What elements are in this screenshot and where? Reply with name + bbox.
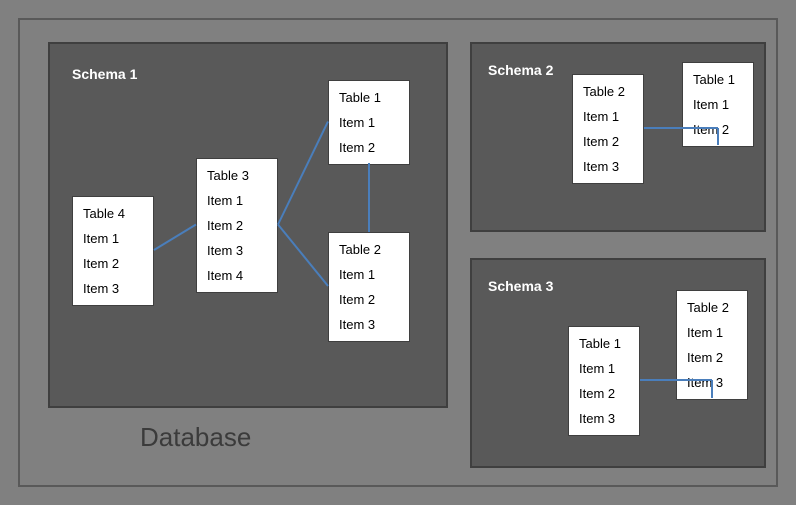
table-title: Table 1 [693,73,743,86]
table-item: Item 3 [583,160,633,173]
table-item: Item 1 [579,362,629,375]
table-item: Item 1 [693,98,743,111]
table-box: Table 2 Item 1 Item 2 Item 3 [572,74,644,184]
table-item: Item 2 [583,135,633,148]
table-item: Item 3 [579,412,629,425]
table-item: Item 3 [687,376,737,389]
table-item: Item 2 [579,387,629,400]
table-box: Table 3 Item 1 Item 2 Item 3 Item 4 [196,158,278,293]
diagram-canvas: Schema 1Table 4Item 1Item 2Item 3Table 3… [0,0,796,505]
table-title: Table 2 [583,85,633,98]
table-item: Item 1 [687,326,737,339]
table-item: Item 1 [207,194,267,207]
schema-title: Schema 3 [488,278,553,294]
table-item: Item 1 [339,116,399,129]
table-title: Table 1 [579,337,629,350]
table-item: Item 2 [207,219,267,232]
schema-box: Schema 1Table 4Item 1Item 2Item 3Table 3… [48,42,448,408]
table-item: Item 3 [339,318,399,331]
table-title: Table 2 [339,243,399,256]
table-item: Item 2 [339,293,399,306]
connector-line [154,225,196,251]
table-title: Table 1 [339,91,399,104]
schema-title: Schema 2 [488,62,553,78]
table-title: Table 2 [687,301,737,314]
table-item: Item 4 [207,269,267,282]
table-item: Item 1 [583,110,633,123]
connector-line [278,225,328,287]
table-item: Item 2 [83,257,143,270]
schema-box: Schema 2 Table 2 Item 1 Item 2 Item 3 Table 1… [470,42,766,232]
table-box: Table 1 Item 1 Item 2 [682,62,754,147]
table-item: Item 2 [339,141,399,154]
table-box: Table 2 Item 1 Item 2 Item 3 [328,232,410,342]
table-title: Table 4 [83,207,143,220]
table-item: Item 3 [83,282,143,295]
table-box: Table 2 Item 1 Item 2 Item 3 [676,290,748,400]
schema-box: Schema 3Table 1Item 1Item 2Item 3Table 2… [470,258,766,468]
connector-line [278,122,328,225]
table-item: Item 2 [693,123,743,136]
table-item: Item 1 [83,232,143,245]
table-box: Table 1 Item 1 Item 2 Item 3 [568,326,640,436]
table-item: Item 2 [687,351,737,364]
table-box: Table 1 Item 1 Item 2 [328,80,410,165]
table-title: Table 3 [207,169,267,182]
schema-title: Schema 1 [72,66,137,82]
table-item: Item 3 [207,244,267,257]
table-box: Table 4 Item 1 Item 2 Item 3 [72,196,154,306]
database-label: Database [140,422,251,453]
table-item: Item 1 [339,268,399,281]
